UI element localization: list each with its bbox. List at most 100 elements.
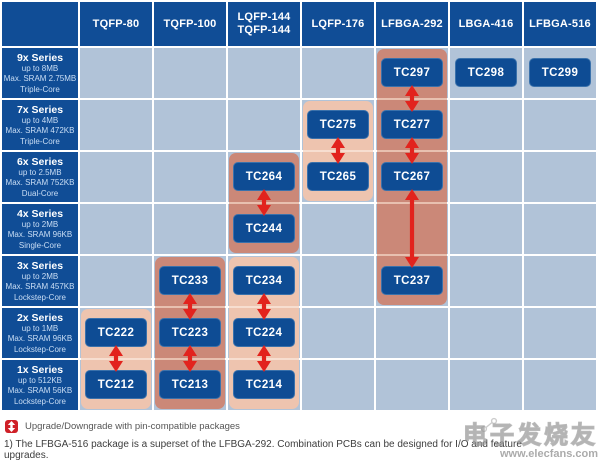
column-header-label: TQFP-144	[237, 24, 291, 36]
row-header-text: Max. SRAM 96KB	[7, 230, 73, 240]
grid-cell	[450, 308, 522, 358]
grid-cell	[228, 100, 300, 150]
row-header-text: up to 2MB	[21, 220, 59, 229]
grid-cell	[154, 48, 226, 98]
row-header-text: up to 2MB	[21, 272, 59, 281]
grid-cell	[80, 152, 152, 202]
elecfans-logo-icon	[480, 417, 498, 433]
upgrade-downgrade-arrow	[405, 137, 419, 164]
row-header-text: Max. SRAM 56KB	[7, 386, 73, 396]
upgrade-downgrade-arrow	[257, 345, 271, 372]
chip-tc264: TC264	[233, 162, 295, 191]
grid-cell	[376, 308, 448, 358]
row-header-text: 6x Series	[16, 156, 64, 168]
upgrade-downgrade-icon	[5, 419, 18, 433]
grid-cell	[302, 256, 374, 306]
grid-cell	[524, 100, 596, 150]
chip-tc212: TC212	[85, 370, 147, 399]
column-header-label: LBGA-416	[458, 17, 514, 30]
row-header-text: Max. SRAM 2.75MB	[3, 74, 77, 84]
legend-label: Upgrade/Downgrade with pin-compatible pa…	[25, 420, 240, 432]
column-header-tqfp-80: TQFP-80	[80, 2, 152, 46]
row-header-text: up to 4MB	[21, 116, 59, 125]
chip-tc234: TC234	[233, 266, 295, 295]
row-header-9x: 9x Series up to 8MB Max. SRAM 2.75MB Triple…	[2, 48, 78, 98]
row-header-text: Triple-Core	[20, 136, 60, 146]
upgrade-downgrade-arrow	[331, 137, 345, 164]
row-header-text: Max. SRAM 752KB	[5, 178, 75, 188]
grid-cell	[228, 48, 300, 98]
grid-cell	[376, 360, 448, 410]
chip-tc223: TC223	[159, 318, 221, 347]
row-header-text: 4x Series	[16, 208, 64, 220]
chip-tc237: TC237	[381, 266, 443, 295]
grid-cell	[450, 256, 522, 306]
column-header-lqfp-176: LQFP-176	[302, 2, 374, 46]
grid-cell	[302, 204, 374, 254]
chip-tc213: TC213	[159, 370, 221, 399]
footnote: 1) The LFBGA-516 package is a superset o…	[4, 439, 522, 461]
grid-cell	[450, 360, 522, 410]
chip-tc265: TC265	[307, 162, 369, 191]
grid-cell	[524, 308, 596, 358]
row-header-text: up to 8MB	[21, 64, 59, 73]
row-header-text: Max. SRAM 457KB	[5, 282, 75, 292]
row-header-text: 7x Series	[16, 104, 64, 116]
chip-tc275: TC275	[307, 110, 369, 139]
row-header-text: Lockstep-Core	[13, 292, 67, 302]
column-header-label: LFBGA-292	[381, 17, 443, 30]
row-header-4x: 4x Series up to 2MB Max. SRAM 96KB Single-C…	[2, 204, 78, 254]
row-header-text: Max. SRAM 472KB	[5, 126, 75, 136]
grid-cell	[302, 48, 374, 98]
row-header-text: Lockstep-Core	[13, 396, 67, 406]
column-header-lqfp-144: LQFP-144 TQFP-144	[228, 2, 300, 46]
chip-tc277: TC277	[381, 110, 443, 139]
grid-cell	[302, 360, 374, 410]
grid-cell	[524, 204, 596, 254]
grid-cell	[80, 100, 152, 150]
upgrade-downgrade-arrow	[183, 293, 197, 320]
column-header-label: TQFP-100	[163, 17, 217, 30]
legend: Upgrade/Downgrade with pin-compatible pa…	[5, 419, 240, 433]
grid-cell	[524, 360, 596, 410]
grid-cell	[450, 152, 522, 202]
matrix-corner	[2, 2, 78, 46]
upgrade-downgrade-arrow	[405, 85, 419, 112]
grid-cell	[154, 100, 226, 150]
column-header-tqfp-100: TQFP-100	[154, 2, 226, 46]
row-header-text: Triple-Core	[20, 84, 60, 94]
row-header-text: 3x Series	[16, 260, 64, 272]
column-header-lbga-416: LBGA-416	[450, 2, 522, 46]
grid-cell	[154, 204, 226, 254]
row-header-text: Single-Core	[18, 240, 62, 250]
chip-tc222: TC222	[85, 318, 147, 347]
row-header-3x: 3x Series up to 2MB Max. SRAM 457KB Lockste…	[2, 256, 78, 306]
row-header-text: Dual-Core	[21, 188, 59, 198]
chip-tc267: TC267	[381, 162, 443, 191]
chip-tc299: TC299	[529, 58, 591, 87]
row-header-6x: 6x Series up to 2.5MB Max. SRAM 752KB Dual-…	[2, 152, 78, 202]
grid-cell	[80, 204, 152, 254]
row-header-text: up to 512KB	[17, 376, 63, 385]
row-header-7x: 7x Series up to 4MB Max. SRAM 472KB Triple-…	[2, 100, 78, 150]
chip-tc244: TC244	[233, 214, 295, 243]
grid-cell	[154, 152, 226, 202]
grid-cell	[302, 308, 374, 358]
column-header-lfbga-292: LFBGA-292	[376, 2, 448, 46]
grid-cell	[524, 152, 596, 202]
column-header-lfbga-516: LFBGA-516	[524, 2, 596, 46]
row-header-2x: 2x Series up to 1MB Max. SRAM 96KB Lockstep…	[2, 308, 78, 358]
row-header-text: 9x Series	[16, 52, 64, 64]
chip-tc224: TC224	[233, 318, 295, 347]
upgrade-downgrade-arrow	[257, 293, 271, 320]
row-header-text: Max. SRAM 96KB	[7, 334, 73, 344]
row-header-text: 1x Series	[16, 364, 64, 376]
chip-tc233: TC233	[159, 266, 221, 295]
upgrade-downgrade-arrow	[109, 345, 123, 372]
grid-cell	[524, 256, 596, 306]
grid-cell	[450, 100, 522, 150]
row-header-text: Lockstep-Core	[13, 344, 67, 354]
column-header-label: LQFP-176	[311, 17, 365, 30]
upgrade-downgrade-arrow	[183, 345, 197, 372]
